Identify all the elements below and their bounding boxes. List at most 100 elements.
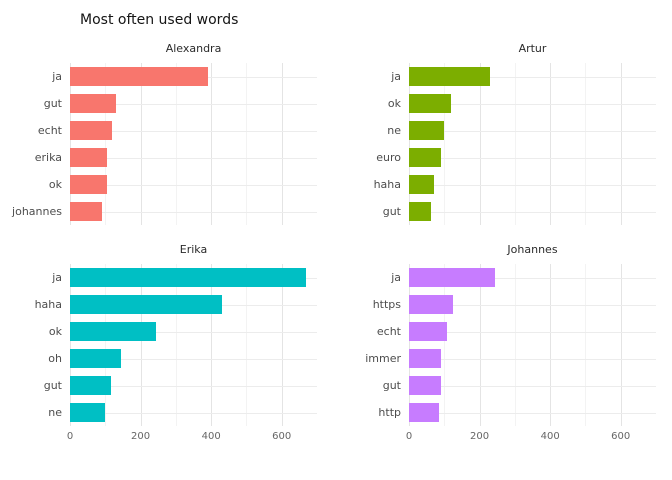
x-tick-label: 400 bbox=[201, 431, 221, 442]
major-gridline bbox=[620, 264, 622, 426]
bar-johannes-ja bbox=[409, 268, 495, 287]
x-tick-label: 600 bbox=[611, 431, 631, 442]
facet-alexandra: Alexandra ja gut echt erika ok johannes bbox=[8, 42, 317, 225]
category-label: immer bbox=[365, 352, 401, 365]
category-label: gut bbox=[382, 205, 401, 218]
chart-title: Most often used words bbox=[80, 12, 239, 28]
category-label: haha bbox=[34, 298, 62, 311]
category-label: gut bbox=[382, 379, 401, 392]
bar-artur-euro bbox=[409, 148, 441, 167]
bar-row bbox=[70, 399, 317, 426]
category-label: echt bbox=[37, 124, 62, 137]
bar-erika-oh bbox=[70, 349, 122, 368]
major-gridline bbox=[409, 63, 410, 225]
minor-gridline bbox=[105, 264, 107, 426]
bar-row bbox=[70, 198, 317, 225]
facet-grid: Alexandra ja gut echt erika ok johannes Artur ja… bbox=[8, 42, 656, 445]
bar-artur-ne bbox=[409, 121, 445, 140]
row-gridline bbox=[409, 412, 656, 414]
bar-row bbox=[409, 264, 656, 291]
row-gridline bbox=[409, 304, 656, 306]
facet-panel bbox=[70, 63, 317, 225]
y-axis-labels: ja ok ne euro haha gut bbox=[347, 63, 409, 225]
bar-row bbox=[409, 399, 656, 426]
category-label: ja bbox=[391, 271, 401, 284]
major-gridline bbox=[550, 264, 552, 426]
row-gridline bbox=[70, 157, 317, 159]
bar-row bbox=[70, 144, 317, 171]
bar-johannes-https bbox=[409, 295, 454, 314]
bar-row bbox=[409, 318, 656, 345]
minor-gridline bbox=[105, 63, 107, 225]
facet-plot: ja https echt immer gut http bbox=[347, 264, 656, 426]
major-gridline bbox=[479, 264, 481, 426]
minor-gridline bbox=[175, 264, 177, 426]
row-gridline bbox=[70, 103, 317, 105]
facet-erika: Erika ja haha ok oh gut ne 0 200 400 600 bbox=[8, 243, 317, 445]
bar-row bbox=[70, 171, 317, 198]
major-gridline bbox=[211, 63, 213, 225]
row-gridline bbox=[409, 331, 656, 333]
major-gridline bbox=[140, 264, 142, 426]
major-gridline bbox=[70, 264, 71, 426]
facet-panel bbox=[409, 63, 656, 225]
row-gridline bbox=[409, 277, 656, 279]
minor-gridline bbox=[444, 264, 446, 426]
bar-alexandra-ok bbox=[70, 175, 108, 194]
chart-container: Most often used words Alexandra ja gut echt… bbox=[8, 12, 656, 445]
facet-title-johannes: Johannes bbox=[507, 243, 558, 256]
category-label: ne bbox=[48, 406, 62, 419]
minor-gridline bbox=[444, 63, 446, 225]
bar-erika-ok bbox=[70, 322, 157, 341]
minor-gridline bbox=[246, 63, 248, 225]
category-label: http bbox=[378, 406, 401, 419]
category-label: ok bbox=[48, 325, 62, 338]
bar-row bbox=[70, 372, 317, 399]
row-gridline bbox=[70, 412, 317, 414]
category-label: haha bbox=[373, 178, 401, 191]
x-axis: 0 200 400 600 bbox=[405, 429, 656, 445]
category-label: https bbox=[372, 298, 401, 311]
bar-johannes-http bbox=[409, 403, 439, 422]
category-label: euro bbox=[376, 151, 401, 164]
bar-artur-ja bbox=[409, 67, 491, 86]
y-axis-labels: ja https echt immer gut http bbox=[347, 264, 409, 426]
facet-title-artur: Artur bbox=[518, 42, 547, 55]
major-gridline bbox=[70, 63, 71, 225]
category-label: ne bbox=[387, 124, 401, 137]
x-tick-label: 0 bbox=[405, 431, 413, 442]
bar-johannes-gut bbox=[409, 376, 442, 395]
major-gridline bbox=[140, 63, 142, 225]
minor-gridline bbox=[246, 264, 248, 426]
row-gridline bbox=[409, 103, 656, 105]
x-tick-label: 200 bbox=[131, 431, 151, 442]
bar-row bbox=[409, 372, 656, 399]
row-gridline bbox=[409, 157, 656, 159]
facet-artur: Artur ja ok ne euro haha gut bbox=[347, 42, 656, 225]
category-label: oh bbox=[48, 352, 62, 365]
bar-row bbox=[70, 345, 317, 372]
x-tick-label: 0 bbox=[66, 431, 74, 442]
bar-alexandra-erika bbox=[70, 148, 108, 167]
bar-row bbox=[409, 171, 656, 198]
bar-artur-haha bbox=[409, 175, 435, 194]
row-gridline bbox=[70, 130, 317, 132]
bar-row bbox=[70, 117, 317, 144]
facet-plot: ja ok ne euro haha gut bbox=[347, 63, 656, 225]
row-gridline bbox=[409, 76, 656, 78]
minor-gridline bbox=[585, 63, 587, 225]
minor-gridline bbox=[585, 264, 587, 426]
bar-johannes-echt bbox=[409, 322, 448, 341]
bar-row bbox=[409, 90, 656, 117]
bar-row bbox=[70, 90, 317, 117]
row-gridline bbox=[70, 184, 317, 186]
major-gridline bbox=[281, 63, 283, 225]
y-axis-labels: ja gut echt erika ok johannes bbox=[8, 63, 70, 225]
major-gridline bbox=[550, 63, 552, 225]
category-label: ja bbox=[391, 70, 401, 83]
bar-row bbox=[70, 63, 317, 90]
bar-erika-gut bbox=[70, 376, 111, 395]
bar-row bbox=[409, 345, 656, 372]
facet-title-erika: Erika bbox=[179, 243, 208, 256]
row-gridline bbox=[409, 385, 656, 387]
